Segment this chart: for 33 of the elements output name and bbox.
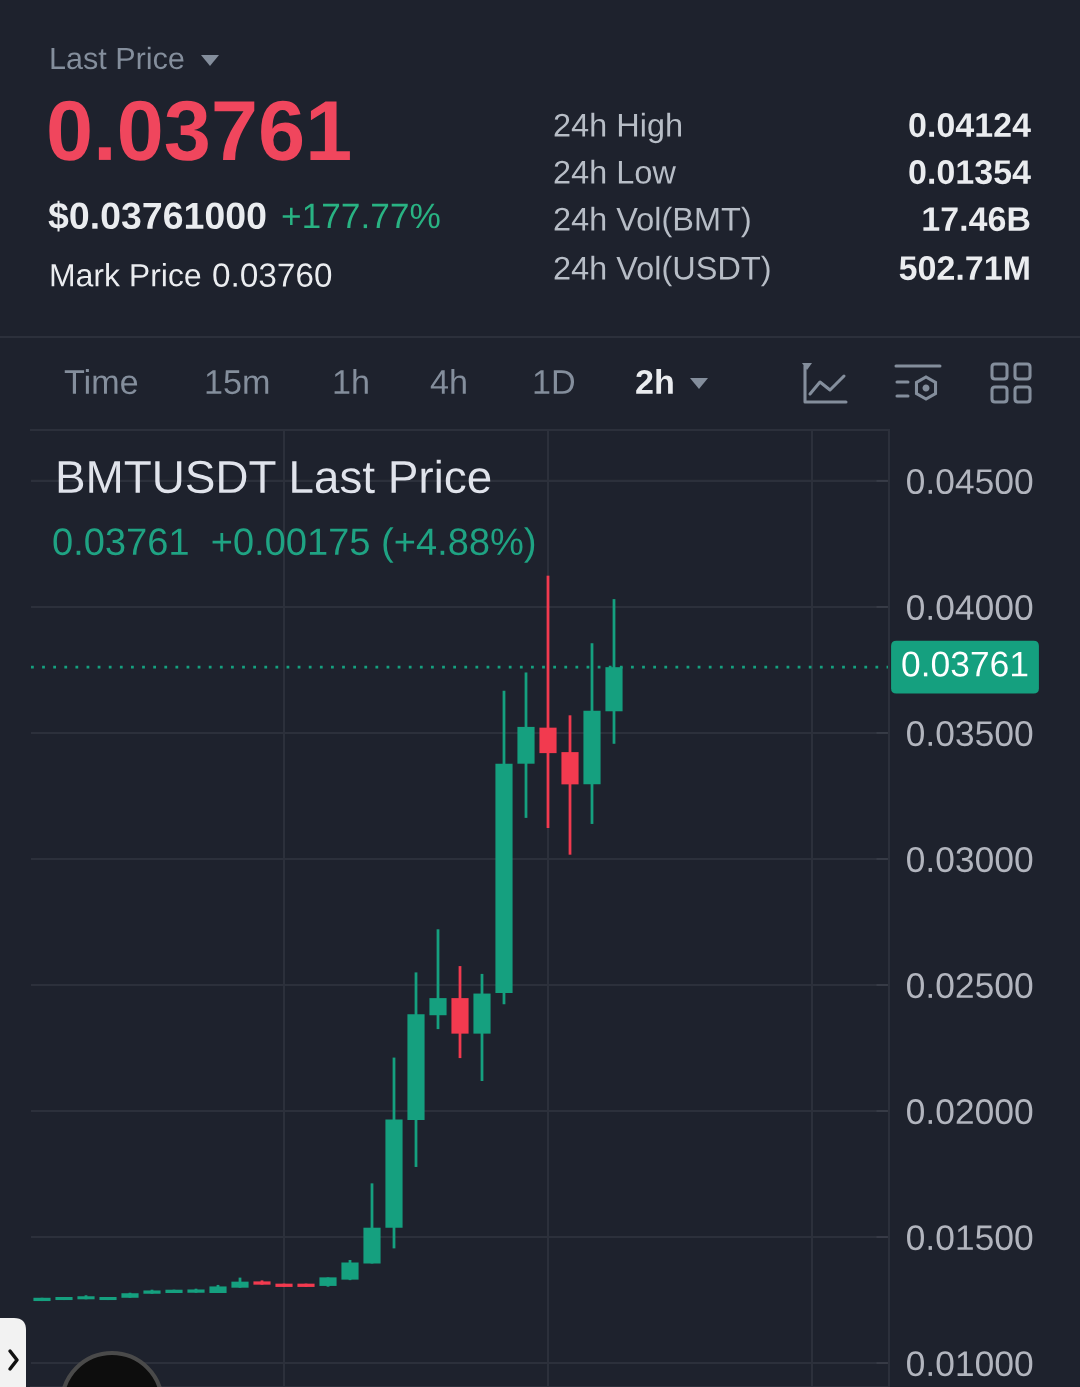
text: 24h High <box>554 112 681 144</box>
text: 2h <box>636 369 673 394</box>
y-tick-label: 0.01000 <box>907 1351 1033 1377</box>
text: 0.04124 <box>909 113 1031 138</box>
text: 0.03760 <box>213 263 332 287</box>
text: 502.71M <box>899 256 1029 281</box>
y-tick-label: 0.01500 <box>907 1225 1033 1251</box>
text: Last Price <box>51 46 184 70</box>
y-tick-label: 0.03500 <box>907 721 1033 747</box>
y-tick-label: 0.03000 <box>907 847 1033 873</box>
text: 4h <box>430 369 466 394</box>
text: 24h Vol(USDT) <box>554 255 770 287</box>
y-tick-label: 0.02500 <box>907 973 1033 999</box>
ref-line-label: 0.03761 <box>902 651 1028 677</box>
text: 0.03761 +0.00175 (+4.88%) <box>53 527 535 563</box>
text: 0.01354 <box>909 160 1031 185</box>
candlestick <box>539 574 557 830</box>
text: 24h Vol(BMT) <box>554 206 750 238</box>
text: 1h <box>334 369 368 394</box>
text: +177.77% <box>282 203 440 229</box>
text: $0.03761000 <box>48 200 266 232</box>
text: Mark Price <box>51 263 201 287</box>
text: BMTUSDT Last Price <box>58 459 491 494</box>
text: 0.03761 <box>49 100 350 161</box>
text: 24h Low <box>554 159 676 184</box>
candlestick <box>429 927 447 1031</box>
text: 1D <box>534 370 575 394</box>
text: 15m <box>206 370 269 395</box>
text: 17.46B <box>923 207 1030 232</box>
y-tick-label: 0.02000 <box>907 1099 1033 1125</box>
y-tick-label: 0.04000 <box>907 595 1033 621</box>
text: Time <box>64 369 138 395</box>
y-tick-label: 0.04500 <box>907 469 1033 495</box>
